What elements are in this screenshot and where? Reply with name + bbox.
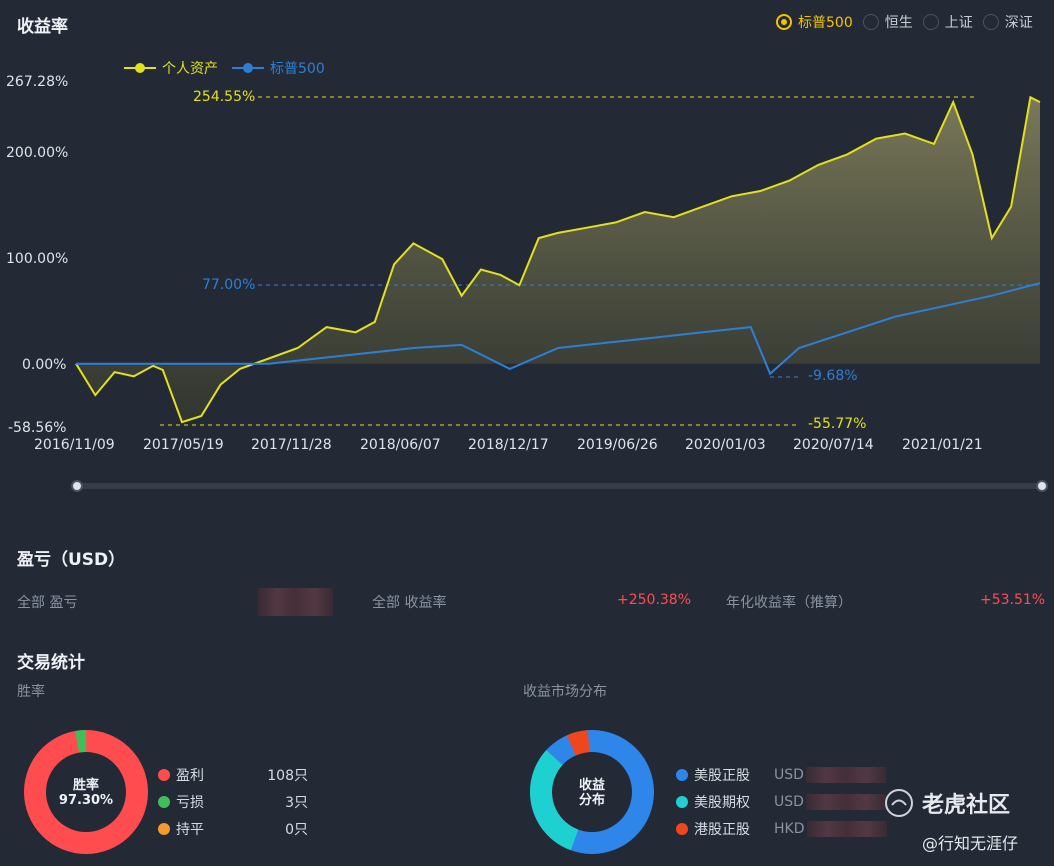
market-item: 美股期权 USD <box>676 788 896 815</box>
benchmark-selector: 标普500 恒生 上证 深证 <box>776 12 1033 32</box>
x-tick: 2018/06/07 <box>360 437 441 453</box>
y-tick: 100.00% <box>6 251 69 267</box>
cyan-dot-icon <box>676 795 688 808</box>
value-redacted <box>805 766 886 783</box>
x-tick: 2016/11/09 <box>34 437 115 453</box>
watermark-user: @行知无涯仔 <box>922 834 1019 853</box>
personal-max-label: 254.55% <box>193 89 256 105</box>
watermark-brand: 老虎社区 <box>884 787 1010 819</box>
y-tick: 267.28% <box>6 74 69 90</box>
orange-dot-icon <box>158 822 170 835</box>
market-dist-label: 收益市场分布 <box>523 684 607 700</box>
x-tick: 2017/11/28 <box>251 437 332 453</box>
range-slider-end-handle[interactable] <box>1036 480 1048 492</box>
x-tick: 2018/12/17 <box>468 437 549 453</box>
tiger-logo-icon <box>885 789 913 817</box>
legend-sp500[interactable]: 标普500 <box>232 58 325 78</box>
chart-legend: 个人资产 标普500 <box>124 58 325 78</box>
annual-return-label: 年化收益率（推算） <box>726 595 852 611</box>
return-chart <box>75 95 1041 426</box>
market-item: 港股正股 HKD <box>676 815 896 842</box>
winrate-center-text: 胜率 97.30% <box>58 778 114 808</box>
total-return-label: 全部 收益率 <box>372 595 447 611</box>
x-tick: 2020/01/03 <box>685 437 766 453</box>
market-legend: 美股正股 USD 美股期权 USD 港股正股 HKD <box>676 761 896 842</box>
personal-series-line <box>75 95 1041 424</box>
radio-icon <box>862 14 879 30</box>
range-slider-track[interactable] <box>76 483 1042 489</box>
trade-stats-title: 交易统计 <box>17 653 85 673</box>
value-redacted <box>806 820 887 837</box>
blue-dot-icon <box>676 768 688 781</box>
market-donut <box>529 729 654 854</box>
radio-icon <box>922 14 939 30</box>
personal-area <box>76 97 1040 423</box>
winrate-label: 胜率 <box>17 684 45 700</box>
market-center-text: 收益 分布 <box>578 778 605 808</box>
line-marker-icon <box>232 63 264 73</box>
sp500-series-line <box>76 282 1041 376</box>
x-tick: 2017/05/19 <box>143 437 224 453</box>
loss-item: 亏损 3只 <box>158 788 308 815</box>
winrate-legend: 盈利 108只 亏损 3只 持平 0只 <box>158 761 308 842</box>
winrate-donut <box>24 730 148 855</box>
benchmark-hsi[interactable]: 恒生 <box>862 12 913 32</box>
personal-min-label: -55.77% <box>808 416 867 432</box>
radio-selected-icon <box>776 14 792 30</box>
sp-max-label: 77.00% <box>202 277 256 293</box>
y-tick: 0.00% <box>22 357 67 373</box>
annual-return-value: +53.51% <box>980 592 1046 608</box>
range-slider-start-handle[interactable] <box>71 480 83 492</box>
win-item: 盈利 108只 <box>158 761 308 788</box>
total-pnl-value-redacted <box>258 588 333 616</box>
line-marker-icon <box>124 63 156 73</box>
radio-icon <box>982 14 999 30</box>
benchmark-shenzhen[interactable]: 深证 <box>982 12 1033 32</box>
page-title: 收益率 <box>17 17 68 37</box>
flat-item: 持平 0只 <box>158 815 308 842</box>
y-tick: -58.56% <box>8 420 67 436</box>
x-tick: 2019/06/26 <box>577 437 658 453</box>
green-dot-icon <box>158 795 170 808</box>
x-tick: 2020/07/14 <box>793 437 874 453</box>
x-tick: 2021/01/21 <box>902 437 983 453</box>
red-dot-icon <box>158 768 170 781</box>
legend-personal[interactable]: 个人资产 <box>124 58 218 78</box>
pnl-section-title: 盈亏（USD） <box>17 550 126 570</box>
benchmark-shanghai[interactable]: 上证 <box>922 12 973 32</box>
market-item: 美股正股 USD <box>676 761 896 788</box>
y-tick: 200.00% <box>6 145 69 161</box>
total-pnl-label: 全部 盈亏 <box>17 595 78 611</box>
orange-red-dot-icon <box>676 822 688 835</box>
benchmark-sp500[interactable]: 标普500 <box>776 12 853 32</box>
value-redacted <box>805 793 886 810</box>
sp-min-label: -9.68% <box>808 368 858 384</box>
total-return-value: +250.38% <box>617 592 692 608</box>
